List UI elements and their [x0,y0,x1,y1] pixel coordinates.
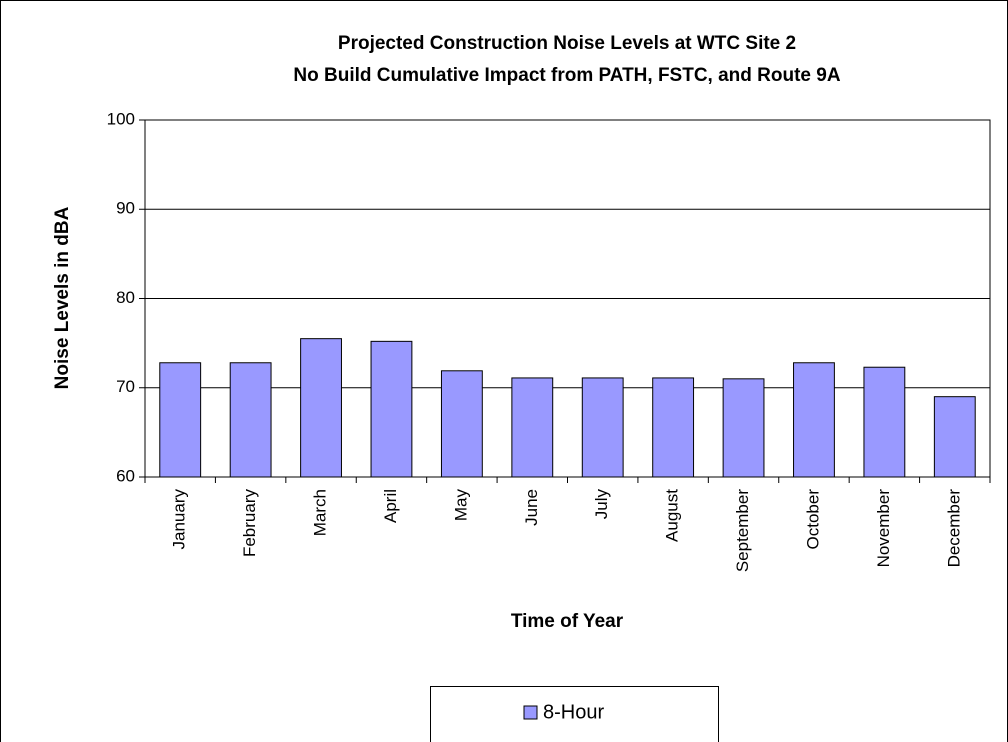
x-tick-label: July [592,489,611,520]
bar [793,362,835,478]
bar [863,366,906,478]
legend [430,686,719,742]
y-axis-label: Noise Levels in dBA [52,206,73,389]
x-tick-label: October [803,489,822,550]
legend-label: 8-Hour [543,701,604,723]
x-tick-label: August [663,489,682,542]
chart-subtitle: No Build Cumulative Impact from PATH, FS… [293,65,840,86]
x-tick-label: April [381,489,400,523]
x-tick-label: March [311,489,330,536]
bar [722,378,765,478]
x-tick-label: December [944,489,963,568]
bar [440,370,483,478]
x-axis-label: Time of Year [511,611,624,632]
bar [229,362,272,478]
chart-title: Projected Construction Noise Levels at W… [338,33,796,54]
y-tick-label: 80 [116,288,135,307]
x-tick-label: February [240,489,259,558]
bar [933,396,976,478]
bar [511,377,554,478]
x-tick-label: May [451,489,470,522]
x-tick-label: June [522,489,541,526]
y-tick-label: 70 [116,377,135,396]
y-tick-label: 60 [116,466,135,485]
bar [581,377,624,478]
y-tick-label: 100 [107,109,135,128]
x-tick-label: January [170,489,189,550]
bar [300,338,342,478]
y-tick-label: 90 [116,199,135,218]
bar [370,340,413,478]
legend-swatch [523,705,538,720]
x-tick-label: September [733,489,752,572]
bar [652,377,695,478]
x-tick-label: November [874,489,893,568]
bar [159,362,202,478]
